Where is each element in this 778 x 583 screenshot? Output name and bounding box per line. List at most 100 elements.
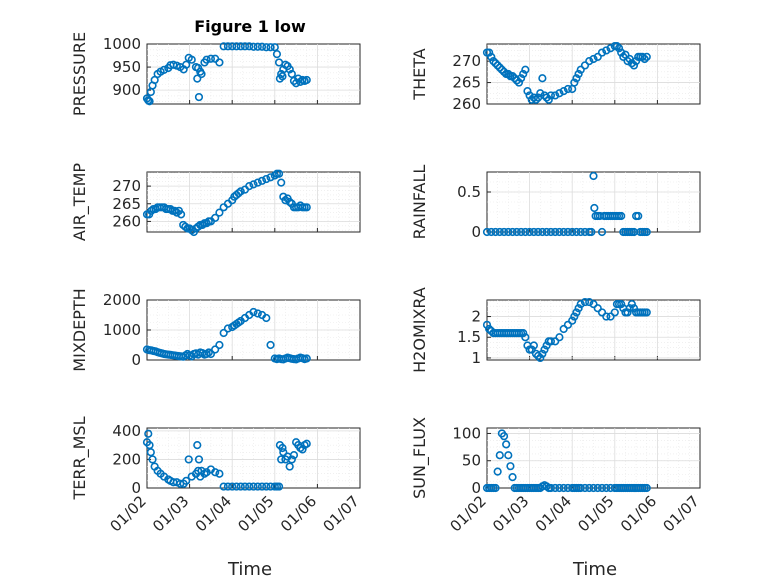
data-point bbox=[508, 72, 517, 81]
data-point bbox=[602, 312, 611, 321]
data-point bbox=[523, 87, 532, 96]
data-point bbox=[495, 451, 504, 460]
data-point bbox=[576, 65, 585, 74]
data-point bbox=[172, 208, 181, 217]
x-axis-label-left: Time bbox=[227, 559, 272, 580]
data-point bbox=[277, 178, 286, 187]
data-point bbox=[597, 308, 607, 317]
data-point bbox=[236, 482, 245, 491]
data-point bbox=[568, 316, 577, 325]
data-point bbox=[602, 483, 611, 493]
data-point bbox=[262, 313, 271, 323]
data-point bbox=[589, 54, 598, 64]
data-point bbox=[544, 95, 553, 104]
y-axis-label: SUN_FLUX bbox=[410, 417, 430, 499]
data-point bbox=[542, 341, 551, 350]
data-point bbox=[181, 222, 190, 231]
data-point bbox=[197, 69, 206, 79]
data-point bbox=[602, 46, 611, 55]
data-point bbox=[580, 297, 590, 307]
data-point bbox=[148, 455, 157, 464]
data-point bbox=[289, 451, 299, 460]
y-axis-label: THETA bbox=[410, 48, 429, 100]
data-point bbox=[551, 91, 560, 100]
y-tick-label: 1000 bbox=[103, 321, 141, 339]
data-point bbox=[234, 189, 243, 198]
data-point bbox=[287, 69, 296, 79]
data-point bbox=[597, 227, 607, 237]
data-point bbox=[144, 429, 153, 438]
y-tick-label: 265 bbox=[452, 74, 481, 92]
data-point bbox=[508, 472, 517, 482]
data-point bbox=[240, 482, 250, 491]
data-point bbox=[187, 55, 196, 64]
data-point bbox=[194, 455, 204, 464]
data-point bbox=[228, 42, 237, 51]
data-point bbox=[529, 341, 538, 350]
data-point bbox=[253, 482, 262, 491]
data-point bbox=[270, 171, 279, 180]
x-tick-label: 01/06 bbox=[277, 492, 320, 535]
data-point bbox=[245, 42, 254, 51]
data-point bbox=[568, 227, 577, 237]
data-point bbox=[589, 483, 598, 493]
data-point bbox=[302, 75, 311, 85]
data-point bbox=[597, 483, 607, 493]
data-point bbox=[642, 227, 651, 237]
data-point bbox=[281, 196, 290, 205]
data-point bbox=[257, 176, 267, 185]
data-point bbox=[593, 483, 602, 493]
data-point bbox=[572, 308, 581, 317]
data-point bbox=[182, 60, 191, 69]
data-point bbox=[572, 227, 581, 237]
subplot-8: 0 50 100 SUN_FLUX 01/02 01/03 01/04 01/05 01/06 0… bbox=[410, 417, 703, 535]
x-tick-label: 01/04 bbox=[192, 492, 235, 535]
data-point bbox=[563, 227, 573, 237]
data-point bbox=[534, 351, 543, 360]
data-point bbox=[495, 63, 504, 72]
data-point bbox=[529, 227, 538, 237]
data-point bbox=[504, 69, 513, 79]
data-point bbox=[223, 324, 233, 333]
data-point bbox=[623, 308, 632, 317]
data-point bbox=[277, 455, 286, 464]
data-point bbox=[617, 300, 626, 309]
data-point bbox=[266, 173, 275, 182]
data-point bbox=[576, 483, 585, 493]
y-tick-label: 0 bbox=[471, 223, 481, 241]
data-point bbox=[559, 324, 568, 334]
data-point bbox=[593, 304, 602, 313]
y-axis-label: H2OMIXRA bbox=[410, 287, 429, 373]
data-point bbox=[219, 482, 228, 491]
data-point bbox=[585, 483, 594, 493]
data-point bbox=[215, 58, 224, 67]
y-tick-label: 265 bbox=[112, 195, 141, 213]
data-point bbox=[542, 93, 551, 102]
data-point bbox=[572, 74, 581, 83]
data-point bbox=[270, 43, 279, 52]
data-point bbox=[493, 61, 502, 70]
y-tick-label: 0 bbox=[471, 479, 481, 497]
data-point bbox=[521, 333, 530, 342]
data-point bbox=[215, 340, 224, 350]
data-point bbox=[262, 482, 271, 491]
data-point bbox=[516, 74, 526, 83]
data-point bbox=[245, 482, 254, 491]
data-point bbox=[146, 448, 155, 457]
data-point bbox=[629, 304, 639, 313]
data-point bbox=[211, 213, 220, 222]
x-tick-label: 01/05 bbox=[234, 492, 277, 535]
data-point bbox=[519, 329, 528, 338]
data-point bbox=[534, 227, 543, 237]
data-point bbox=[278, 443, 287, 453]
data-point bbox=[302, 354, 311, 363]
data-point bbox=[570, 312, 579, 321]
y-tick-label: 2 bbox=[471, 308, 481, 326]
data-point bbox=[493, 467, 502, 476]
x-tick-label: 01/02 bbox=[447, 492, 490, 535]
data-point bbox=[551, 483, 560, 493]
y-tick-label: 0 bbox=[131, 351, 141, 369]
data-point bbox=[634, 211, 643, 221]
data-point bbox=[627, 59, 636, 68]
data-point bbox=[482, 227, 492, 237]
